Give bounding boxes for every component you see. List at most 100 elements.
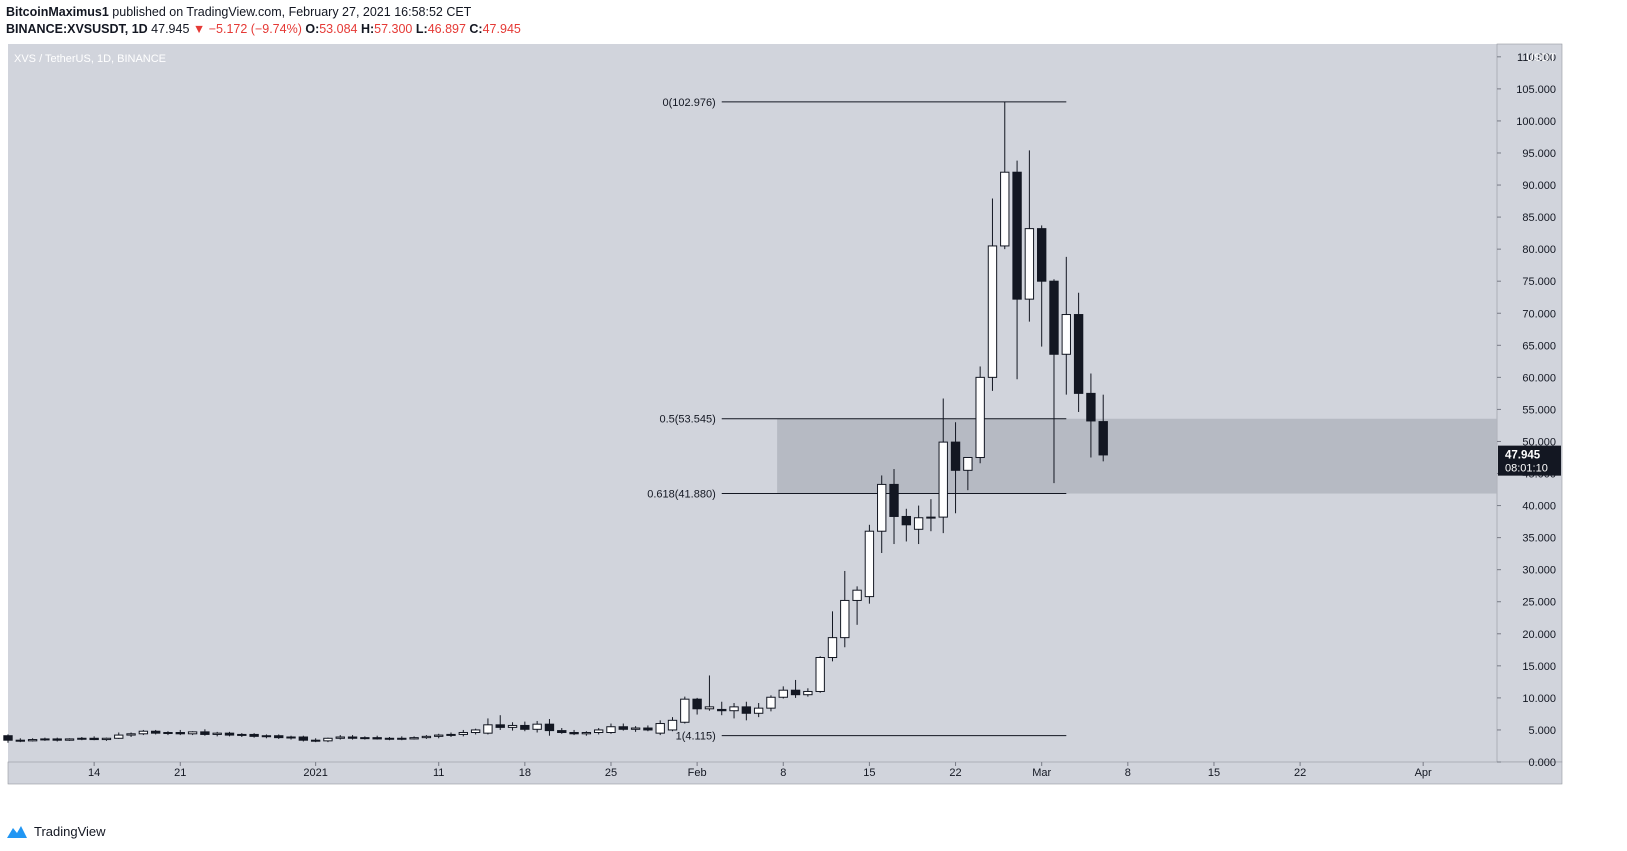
plot-area[interactable] (8, 44, 1497, 784)
candle[interactable] (569, 729, 579, 736)
candle[interactable] (495, 715, 505, 730)
candle[interactable] (1049, 279, 1059, 484)
candle[interactable] (212, 731, 222, 737)
candle[interactable] (704, 675, 715, 711)
candle[interactable] (261, 734, 272, 739)
candle[interactable] (52, 737, 62, 742)
candle[interactable] (1086, 373, 1096, 458)
candle[interactable] (581, 731, 592, 736)
candle[interactable] (938, 398, 948, 534)
candle[interactable] (150, 729, 161, 735)
candle[interactable] (827, 611, 838, 662)
candle[interactable] (790, 679, 801, 698)
candle[interactable] (532, 720, 542, 733)
candle[interactable] (458, 729, 468, 737)
candle[interactable] (520, 721, 530, 732)
candle[interactable] (877, 475, 887, 554)
footer-brand[interactable]: TradingView (6, 824, 106, 839)
candle[interactable] (655, 720, 665, 736)
candle[interactable] (741, 701, 752, 721)
candle[interactable] (1073, 292, 1084, 412)
candle[interactable] (101, 737, 112, 741)
candle[interactable] (963, 456, 973, 491)
candle[interactable] (286, 735, 296, 740)
candle[interactable] (1037, 225, 1047, 347)
author-name[interactable]: BitcoinMaximus1 (6, 5, 109, 19)
candle-body (913, 517, 924, 530)
candle[interactable] (544, 719, 555, 736)
candle[interactable] (470, 728, 481, 735)
candle[interactable] (347, 735, 358, 740)
candle[interactable] (913, 505, 924, 545)
candle[interactable] (89, 736, 99, 741)
candle[interactable] (950, 422, 961, 514)
tradingview-logo-icon (7, 825, 27, 838)
time-tick-label: 14 (88, 767, 100, 779)
candle[interactable] (384, 736, 395, 741)
candle[interactable] (926, 499, 936, 532)
price-tick-label: 65.000 (1522, 340, 1556, 352)
candle[interactable] (557, 728, 567, 734)
candle[interactable] (310, 738, 321, 743)
candle[interactable] (630, 726, 641, 732)
candle[interactable] (1024, 150, 1035, 322)
candle[interactable] (446, 732, 456, 737)
candle[interactable] (1098, 394, 1108, 462)
candle[interactable] (335, 735, 345, 740)
candle[interactable] (3, 734, 13, 743)
candle[interactable] (434, 733, 444, 739)
candle[interactable] (1061, 256, 1071, 395)
candle[interactable] (163, 731, 173, 736)
candle[interactable] (618, 723, 628, 731)
candle[interactable] (1000, 101, 1010, 250)
candle[interactable] (360, 736, 370, 740)
candle[interactable] (852, 586, 862, 625)
candle[interactable] (274, 734, 284, 739)
candle[interactable] (323, 737, 333, 743)
candle[interactable] (187, 731, 198, 736)
candle[interactable] (901, 508, 912, 542)
candle[interactable] (1012, 160, 1022, 380)
candle[interactable] (680, 696, 690, 724)
candle[interactable] (643, 725, 653, 732)
candle[interactable] (40, 737, 50, 741)
candle[interactable] (889, 469, 899, 545)
candle[interactable] (778, 686, 788, 699)
candle[interactable] (692, 697, 702, 715)
candle[interactable] (200, 729, 210, 736)
candle[interactable] (15, 738, 25, 743)
candle[interactable] (729, 703, 739, 719)
candle[interactable] (507, 722, 518, 731)
candle[interactable] (667, 717, 678, 732)
candle[interactable] (864, 524, 875, 604)
candle[interactable] (224, 731, 235, 737)
candle[interactable] (483, 718, 493, 735)
candle[interactable] (593, 728, 604, 735)
candle[interactable] (372, 735, 382, 740)
candle[interactable] (987, 198, 998, 391)
candle[interactable] (975, 366, 985, 464)
candle[interactable] (126, 732, 136, 737)
candle[interactable] (753, 703, 764, 718)
candle[interactable] (840, 570, 850, 648)
candle[interactable] (237, 733, 247, 737)
candle[interactable] (77, 736, 87, 741)
candle[interactable] (27, 738, 38, 742)
candle[interactable] (175, 729, 185, 736)
candle[interactable] (409, 736, 419, 740)
candle[interactable] (717, 701, 727, 716)
candle[interactable] (766, 695, 776, 712)
candle[interactable] (138, 729, 149, 736)
candle[interactable] (606, 723, 616, 734)
candle[interactable] (64, 738, 75, 741)
candle[interactable] (298, 735, 309, 742)
candle[interactable] (397, 736, 407, 741)
candle[interactable] (249, 733, 259, 738)
candle[interactable] (803, 688, 813, 697)
candle[interactable] (114, 732, 124, 739)
candle[interactable] (421, 735, 432, 739)
time-tick-label: Mar (1032, 767, 1051, 779)
candle[interactable] (815, 656, 825, 693)
time-axis[interactable] (7, 761, 1563, 785)
